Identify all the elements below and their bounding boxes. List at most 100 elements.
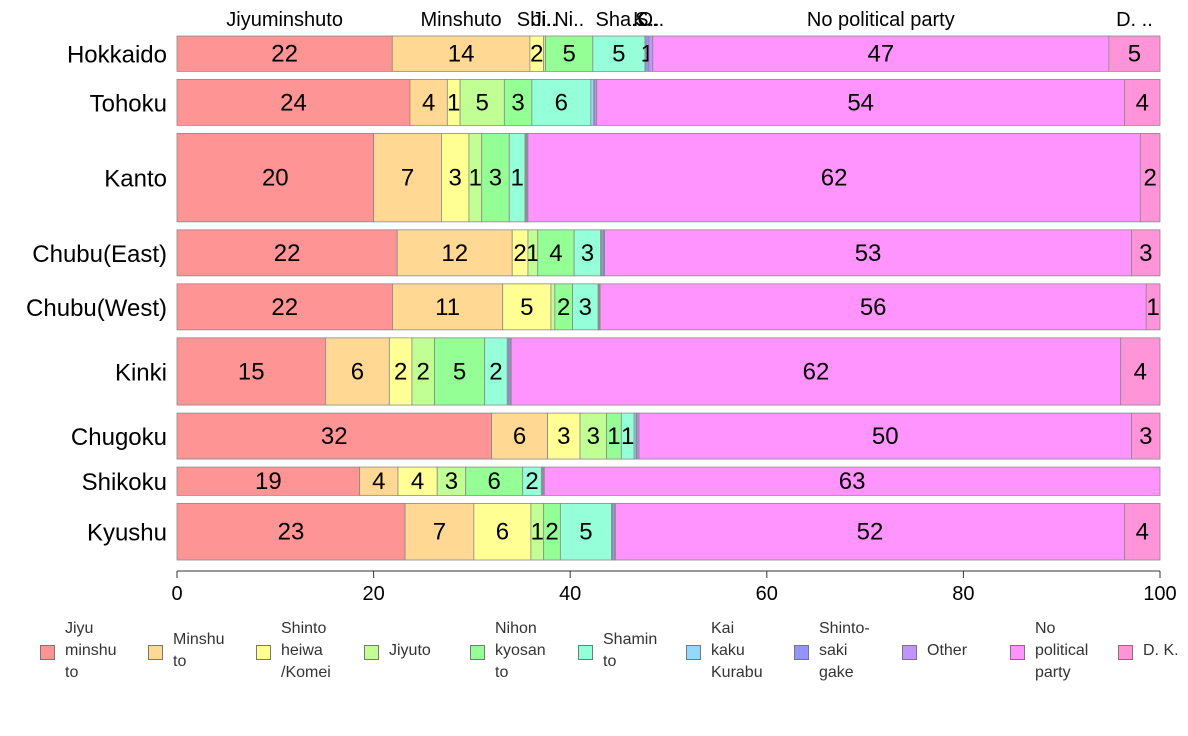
legend-label: Shamin to [603, 629, 657, 673]
legend-swatch [470, 645, 485, 660]
series-top-label: S.. [635, 9, 659, 31]
chart-legend: Jiyu minshu to Minshu to Shinto heiwa/Komei Jiy… [0, 618, 1188, 698]
series-top-label: Shi.. [517, 9, 557, 31]
segment-label: 3 [1139, 423, 1152, 450]
category-label: Chubu(East) [32, 241, 167, 268]
segment-label: 52 [857, 519, 884, 546]
bar-segment [527, 132, 1141, 223]
legend-swatch [148, 645, 163, 660]
legend-item: Shinto-saki gake [794, 618, 870, 684]
segment-label: 22 [271, 294, 298, 321]
segment-label: 5 [579, 519, 592, 546]
legend-label-line: Kai [711, 620, 735, 637]
series-top-label: O.. [637, 9, 664, 31]
bar-segment [459, 78, 505, 126]
bar-segment [648, 35, 654, 72]
x-tick-label: 100 [1143, 583, 1176, 605]
segment-label: 6 [496, 519, 509, 546]
legend-item: Jiyu minshu to [40, 618, 117, 684]
legend-label-line: party [1035, 664, 1071, 681]
segment-label: 2 [1143, 165, 1156, 192]
segment-label: 3 [557, 423, 570, 450]
bar-segment [531, 78, 592, 126]
legend-label-line: Jiyuto [389, 642, 431, 659]
legend-item: Kai kaku Kurabu [686, 618, 763, 684]
legend-label: Kai kaku Kurabu [711, 618, 763, 684]
segment-label: 22 [274, 240, 301, 267]
legend-item: Other [902, 618, 967, 662]
series-top-label: Ni.. [554, 9, 584, 31]
bar-segment [510, 337, 1122, 406]
segment-label: 11 [435, 294, 460, 321]
segment-label: 62 [821, 165, 848, 192]
legend-label: No political party [1035, 618, 1088, 684]
segment-label: 5 [563, 41, 576, 68]
segment-label: 5 [476, 89, 489, 116]
legend-swatch [902, 645, 917, 660]
segment-label: 15 [238, 358, 265, 385]
bar-segment [176, 283, 393, 331]
bar-segment [434, 337, 486, 406]
bar-segment [1131, 229, 1161, 277]
segment-label: 2 [394, 358, 407, 385]
segment-label: 1 [526, 240, 539, 267]
segment-label: 2 [557, 294, 570, 321]
legend-item: Minshu to [148, 618, 225, 673]
legend-label-line: to [495, 664, 509, 681]
bar-segment [436, 466, 467, 496]
segment-label: 22 [271, 41, 298, 68]
bar-segment [373, 132, 442, 223]
segment-label: 14 [448, 41, 475, 68]
segment-label: 4 [549, 240, 562, 267]
legend-label-line: /Komei [281, 664, 331, 681]
segment-label: 3 [1139, 240, 1152, 267]
segment-label: 3 [511, 89, 524, 116]
bar-segment [325, 337, 390, 406]
segment-label: 20 [262, 165, 289, 192]
segment-label: 5 [1128, 41, 1141, 68]
bar-segment [550, 283, 556, 331]
category-label: Kanto [104, 166, 167, 193]
legend-label-line: Minshu [173, 631, 225, 648]
segment-label: 6 [513, 423, 526, 450]
segment-label: 2 [489, 358, 502, 385]
legend-item: Jiyuto [364, 618, 431, 662]
legend-swatch [40, 645, 55, 660]
segment-label: 6 [351, 358, 364, 385]
x-tick-label: 60 [756, 583, 778, 605]
bar-segment [176, 337, 326, 406]
bar-segment [1139, 132, 1161, 223]
segment-label: 24 [280, 89, 307, 116]
segment-label: 19 [255, 468, 282, 495]
bar-segment [359, 466, 399, 496]
segment-label: 1 [469, 165, 482, 192]
series-top-label: Jiyuminshuto [226, 9, 343, 31]
bar-segment [491, 412, 548, 460]
segment-label: 4 [372, 468, 385, 495]
legend-label: Other [927, 640, 967, 662]
legend-label: Shinto-saki gake [819, 618, 870, 684]
segment-label: 3 [587, 423, 600, 450]
bar-segment [615, 502, 1126, 561]
bar-segment [176, 412, 492, 460]
segment-label: 1 [621, 423, 634, 450]
segment-label: 1 [447, 89, 460, 116]
legend-swatch [794, 645, 809, 660]
legend-label-line: Shinto- [819, 620, 870, 637]
legend-item: Nihon kyosan to [470, 618, 546, 684]
segment-label: 1 [607, 423, 620, 450]
bar-segment [545, 35, 594, 72]
segment-label: 53 [855, 240, 882, 267]
legend-label-line: No [1035, 620, 1056, 637]
segment-label: 32 [321, 423, 348, 450]
category-label: Tohoku [90, 90, 167, 117]
x-tick-label: 0 [171, 583, 182, 605]
category-label: Kinki [115, 359, 167, 386]
x-tick-label: 20 [362, 583, 384, 605]
legend-label-line: Shamin [603, 631, 658, 648]
legend-swatch [1010, 645, 1025, 660]
category-label: Chubu(West) [26, 295, 167, 322]
segment-label: 1 [510, 165, 523, 192]
bar-segment [176, 35, 393, 72]
bar-segment [404, 502, 475, 561]
